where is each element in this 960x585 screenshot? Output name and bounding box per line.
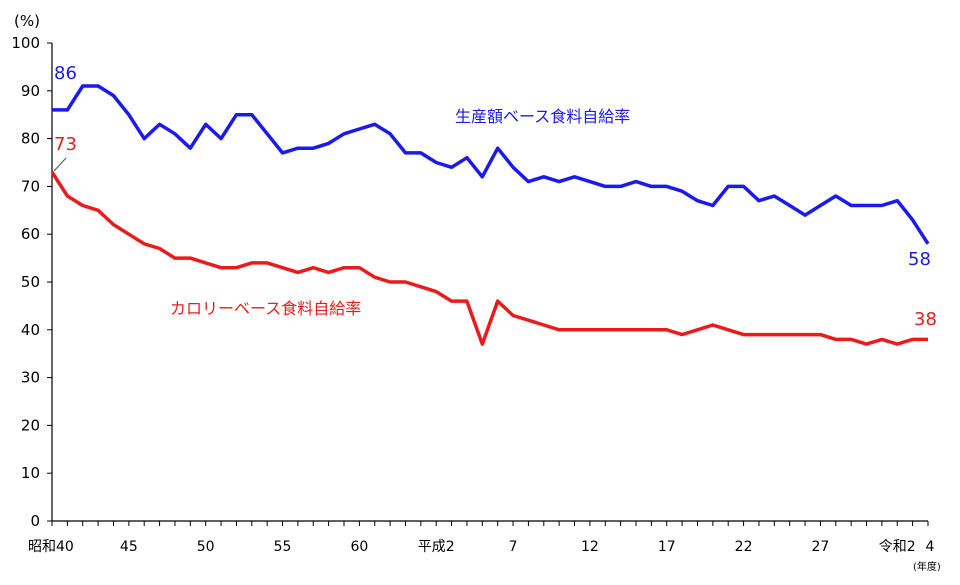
y-tick-label: 30 — [21, 369, 40, 387]
x-tick-label: 昭和40 — [28, 539, 74, 555]
leader-line — [54, 158, 66, 171]
y-tick-label: 10 — [21, 464, 40, 482]
y-tick-label: 0 — [30, 512, 40, 530]
series-label-calorie: カロリーベース食料自給率 — [170, 299, 361, 318]
y-tick-label: 40 — [21, 321, 40, 339]
x-tick-label: 55 — [274, 539, 292, 555]
y-tick-label: 60 — [21, 225, 40, 243]
y-tick-label: 80 — [21, 130, 40, 148]
x-axis-unit: (年度) — [913, 560, 941, 573]
x-tick-label: 22 — [735, 539, 753, 555]
y-tick-label: 70 — [21, 177, 40, 195]
y-tick-label: 20 — [21, 416, 40, 434]
end-value-production: 58 — [908, 249, 931, 270]
x-tick-label: 4 — [926, 539, 935, 555]
y-axis-unit: (%) — [14, 12, 40, 30]
start-value-calorie: 73 — [54, 134, 77, 155]
series-line-1 — [52, 172, 928, 344]
x-tick-label: 7 — [509, 539, 518, 555]
y-tick-label: 90 — [21, 82, 40, 100]
series-label-production: 生産額ベース食料自給率 — [455, 107, 630, 126]
y-tick-label: 50 — [21, 273, 40, 291]
x-tick-label: 令和2 — [879, 539, 916, 555]
y-tick-label: 100 — [11, 34, 40, 52]
x-tick-label: 60 — [350, 539, 368, 555]
end-value-calorie: 38 — [914, 309, 937, 330]
x-tick-label: 27 — [812, 539, 830, 555]
start-value-production: 86 — [54, 63, 77, 84]
x-tick-label: 45 — [120, 539, 138, 555]
x-tick-label: 12 — [581, 539, 599, 555]
x-tick-label: 50 — [197, 539, 215, 555]
x-tick-label: 平成2 — [418, 539, 455, 555]
x-tick-label: 17 — [658, 539, 676, 555]
